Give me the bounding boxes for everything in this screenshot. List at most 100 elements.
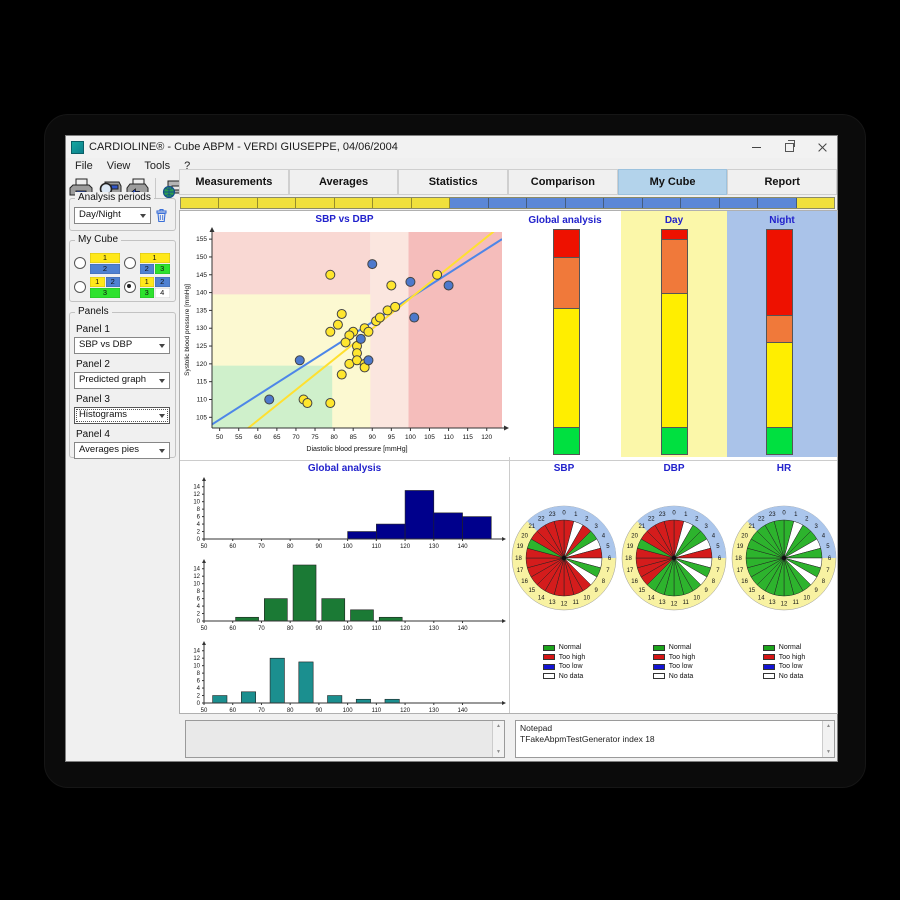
timeline-segment[interactable]: [296, 198, 335, 208]
trash-icon[interactable]: [155, 208, 168, 223]
tab-measurements[interactable]: Measurements: [179, 169, 289, 195]
comment-text: [186, 721, 504, 725]
notepad-scrollbar[interactable]: ▲ ▼: [822, 721, 834, 757]
svg-text:105: 105: [196, 414, 207, 421]
my-cube-radio-1[interactable]: [74, 257, 86, 269]
timeline-segment[interactable]: [681, 198, 720, 208]
svg-text:140: 140: [458, 708, 469, 713]
panel-3-select[interactable]: Histograms: [74, 407, 170, 424]
bar-column-title: Day: [664, 215, 684, 226]
restore-button[interactable]: [785, 139, 795, 152]
menu-bar: File View Tools?: [68, 158, 197, 173]
my-cube-radio-2[interactable]: [123, 257, 136, 269]
legend-item-too-low: Too low: [652, 662, 695, 672]
timeline-segment[interactable]: [373, 198, 412, 208]
comment-scrollbar[interactable]: ▲ ▼: [492, 721, 504, 757]
svg-text:20: 20: [741, 533, 748, 539]
svg-text:8: 8: [197, 589, 201, 595]
timeline-segment[interactable]: [565, 198, 605, 208]
legend-item-normal: Normal: [542, 643, 585, 653]
my-cube-label: My Cube: [75, 234, 122, 245]
timeline-segment[interactable]: [411, 198, 451, 208]
analysis-periods-select[interactable]: Day/Night: [74, 207, 151, 224]
tab-report[interactable]: Report: [727, 169, 838, 195]
svg-text:9: 9: [595, 588, 599, 594]
legend-item-no-data: No data: [762, 672, 805, 682]
svg-text:12: 12: [781, 602, 788, 608]
scatter-plot: 50 55 60 65 70 75 80 85 90 95 100 105 110 115 120 105 11…: [184, 227, 509, 453]
tab-comparison[interactable]: Comparison: [508, 169, 618, 195]
panel-4-value: Averages pies: [79, 444, 140, 455]
timeline-segment[interactable]: [604, 198, 643, 208]
svg-text:60: 60: [229, 544, 236, 550]
bar-segment: [554, 230, 579, 257]
legend-item-normal: Normal: [762, 643, 805, 653]
legend-label: Normal: [778, 644, 802, 651]
timeline-segment[interactable]: [334, 198, 374, 208]
svg-text:10: 10: [583, 595, 590, 601]
svg-text:6: 6: [608, 556, 612, 562]
svg-text:5: 5: [716, 544, 720, 550]
notepad-box[interactable]: Notepad TFakeAbpmTestGenerator index 18 …: [515, 720, 835, 758]
svg-text:130: 130: [429, 626, 440, 632]
timeline-segment[interactable]: [527, 198, 566, 208]
close-button[interactable]: [818, 143, 827, 152]
svg-text:100: 100: [343, 544, 354, 550]
menu-file[interactable]: File: [75, 159, 93, 172]
svg-text:65: 65: [273, 434, 281, 441]
svg-text:11: 11: [793, 600, 800, 606]
stacked-bar-global-analysis: [553, 229, 580, 455]
tab-my-cube[interactable]: My Cube: [617, 169, 728, 195]
svg-text:4: 4: [602, 533, 606, 539]
timeline-segment[interactable]: [758, 198, 797, 208]
svg-text:110: 110: [372, 708, 382, 713]
tab-averages[interactable]: Averages: [288, 169, 399, 195]
svg-text:18: 18: [625, 556, 632, 562]
svg-text:2: 2: [585, 517, 589, 523]
minimize-button[interactable]: [752, 146, 761, 148]
menu-tools[interactable]: Tools: [144, 159, 171, 172]
my-cube-radio-4[interactable]: [123, 281, 136, 293]
svg-text:19: 19: [737, 544, 744, 550]
timeline-segment[interactable]: [219, 198, 258, 208]
svg-text:0: 0: [197, 619, 201, 625]
legend-swatch: [762, 644, 775, 651]
svg-text:14: 14: [758, 595, 765, 601]
timeline-segment[interactable]: [450, 198, 489, 208]
timeline-segment[interactable]: [719, 198, 759, 208]
panel-4-label: Panel 4: [76, 429, 110, 440]
panel-2-select[interactable]: Predicted graph: [74, 372, 170, 389]
scatter-title: SBP vs DBP: [315, 214, 374, 225]
timeline-segment[interactable]: [257, 198, 297, 208]
menu-view[interactable]: View: [106, 159, 131, 172]
svg-text:3: 3: [595, 524, 599, 530]
my-cube-radio-3[interactable]: [74, 281, 86, 293]
svg-text:20: 20: [521, 533, 528, 539]
legend-item-too-high: Too high: [762, 653, 805, 663]
panel-4-select[interactable]: Averages pies: [74, 442, 170, 459]
legend-swatch: [542, 644, 555, 651]
timeline-segment[interactable]: [488, 198, 528, 208]
tab-statistics[interactable]: Statistics: [398, 169, 509, 195]
svg-text:0: 0: [782, 511, 786, 517]
timeline-segment[interactable]: [642, 198, 682, 208]
menu-help[interactable]: ?: [184, 159, 191, 172]
svg-text:70: 70: [258, 544, 265, 550]
timeline-segment[interactable]: [796, 198, 834, 208]
legend-swatch: [762, 673, 775, 680]
panel-1-select[interactable]: SBP vs DBP: [74, 337, 170, 354]
svg-text:50: 50: [216, 434, 224, 441]
comment-box[interactable]: ▲ ▼: [185, 720, 505, 758]
timeline-segment[interactable]: [181, 198, 220, 208]
pie-title: SBP: [553, 463, 575, 474]
cube-row: 1: [90, 252, 120, 263]
